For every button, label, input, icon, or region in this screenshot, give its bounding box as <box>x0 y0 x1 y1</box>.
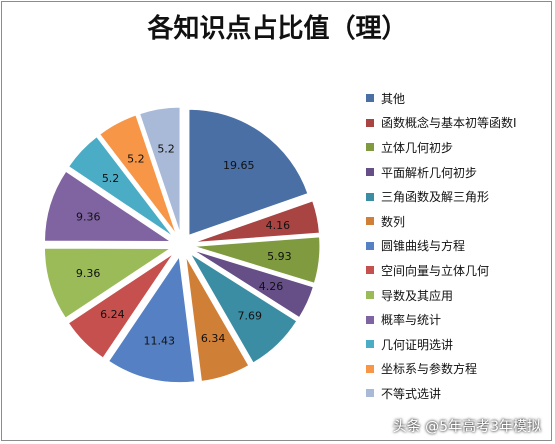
slice-value-label: 9.36 <box>76 267 101 280</box>
legend-label: 概率与统计 <box>381 313 442 328</box>
legend-item: 不等式选讲 <box>366 381 517 406</box>
pie-slice <box>67 136 174 238</box>
slice-value-label: 5.2 <box>127 153 145 166</box>
legend-swatch <box>366 266 374 275</box>
pie-slice <box>108 255 196 384</box>
pie-slice <box>193 236 321 284</box>
legend-item: 坐标系与参数方程 <box>366 357 517 382</box>
slice-value-label: 19.65 <box>223 159 255 172</box>
pie-slice <box>192 249 314 319</box>
pie-slice <box>189 253 298 364</box>
legend-swatch <box>366 118 374 127</box>
legend-swatch <box>366 241 374 250</box>
legend-item: 圆锥曲线与方程 <box>366 234 517 259</box>
legend-item: 平面解析几何初步 <box>366 160 517 185</box>
legend-label: 其他 <box>381 91 406 106</box>
legend-label: 立体几何初步 <box>381 140 454 155</box>
legend-label: 函数概念与基本初等函数Ⅰ <box>381 116 517 131</box>
legend-label: 几何证明选讲 <box>381 337 454 352</box>
chart-title: 各知识点占比值（理） <box>147 14 408 44</box>
slice-value-label: 5.2 <box>157 142 175 155</box>
legend-swatch <box>366 340 374 349</box>
pie-slice <box>185 256 250 382</box>
slice-value-label: 7.69 <box>238 310 263 323</box>
legend-item: 概率与统计 <box>366 307 517 332</box>
legend-swatch <box>366 94 374 103</box>
legend-swatch <box>366 389 374 398</box>
legend-label: 三角函数及解三角形 <box>381 190 490 205</box>
pie-slice <box>188 108 309 236</box>
legend-item: 立体几何初步 <box>366 135 517 160</box>
pie-slice <box>99 114 177 235</box>
legend-label: 平面解析几何初步 <box>381 165 478 180</box>
pie-slice <box>67 253 174 359</box>
legend-item: 几何证明选讲 <box>366 332 517 357</box>
legend-label: 导数及其应用 <box>381 288 454 303</box>
slice-value-label: 9.36 <box>76 210 101 223</box>
watermark: 头条 @5年高考3年模拟 <box>392 419 541 435</box>
slice-value-label: 6.24 <box>100 308 125 321</box>
legend-swatch <box>366 168 374 177</box>
legend-label: 空间向量与立体几何 <box>381 263 490 278</box>
pie-slice <box>193 200 320 244</box>
legend-swatch <box>366 291 374 300</box>
legend-swatch <box>366 315 374 324</box>
legend-label: 坐标系与参数方程 <box>381 362 478 377</box>
legend-label: 数列 <box>381 214 406 229</box>
legend-item: 函数概念与基本初等函数Ⅰ <box>366 111 517 136</box>
legend-item: 其他 <box>366 86 517 111</box>
legend-label: 不等式选讲 <box>381 386 442 401</box>
slice-value-label: 4.16 <box>266 219 291 232</box>
legend-swatch <box>366 364 374 373</box>
pie-slice <box>44 247 173 319</box>
slice-value-label: 4.26 <box>259 280 284 293</box>
slice-value-label: 6.34 <box>201 332 226 345</box>
legend-swatch <box>366 192 374 201</box>
legend-label: 圆锥曲线与方程 <box>381 239 466 254</box>
legend-item: 数列 <box>366 209 517 234</box>
chart-legend: 其他函数概念与基本初等函数Ⅰ 立体几何初步平面解析几何初步 三角函数及解三角形 数列圆… <box>366 86 517 406</box>
pie-slice <box>44 170 173 242</box>
legend-swatch <box>366 217 374 226</box>
legend-item: 三角函数及解三角形 <box>366 184 517 209</box>
slice-value-label: 11.43 <box>143 334 175 347</box>
slice-value-label: 5.2 <box>102 172 120 185</box>
slice-value-label: 5.93 <box>267 250 292 263</box>
pie-slice <box>138 106 181 234</box>
legend-item: 导数及其应用 <box>366 283 517 308</box>
legend-item: 空间向量与立体几何 <box>366 258 517 283</box>
legend-swatch <box>366 143 374 152</box>
